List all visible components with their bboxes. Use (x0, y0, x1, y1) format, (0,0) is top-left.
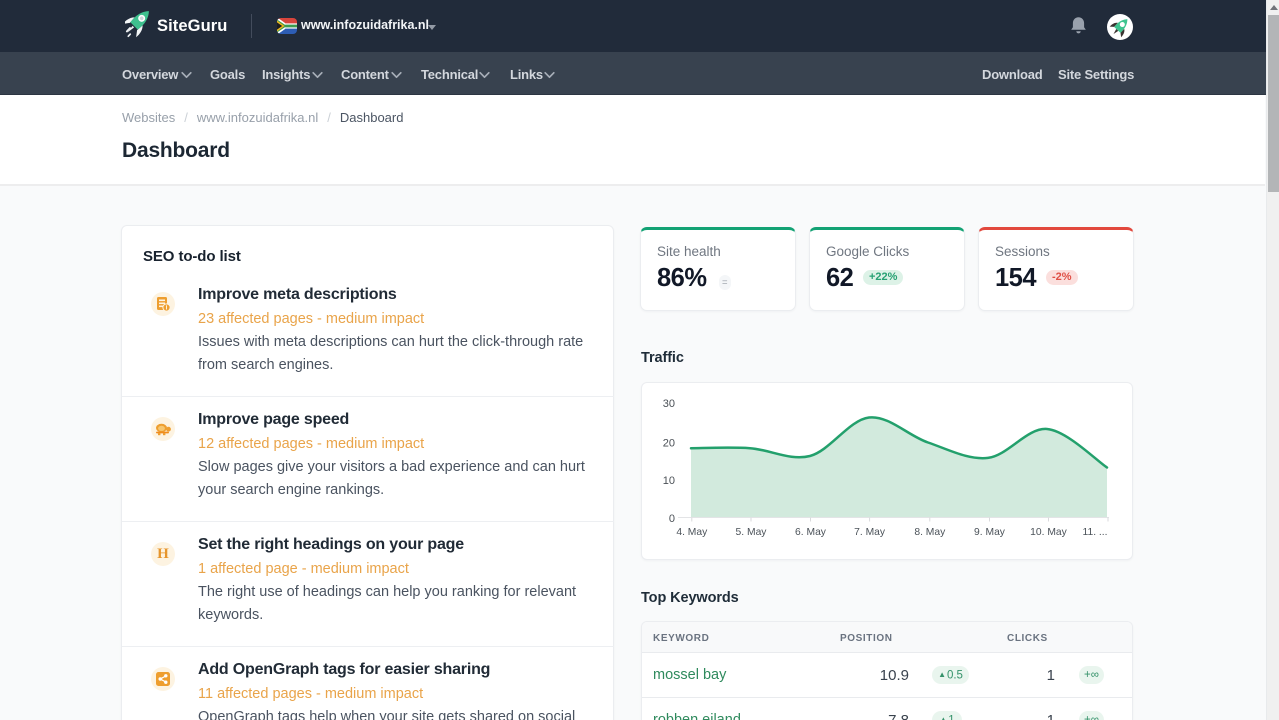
svg-text:9. May: 9. May (974, 527, 1006, 538)
svg-text:0: 0 (669, 513, 675, 525)
svg-text:10. May: 10. May (1030, 527, 1067, 538)
svg-text:5. May: 5. May (736, 527, 768, 538)
svg-text:7. May: 7. May (854, 527, 886, 538)
svg-text:30: 30 (663, 398, 675, 410)
svg-text:20: 20 (663, 438, 675, 450)
svg-text:8. May: 8. May (914, 527, 946, 538)
svg-text:4. May: 4. May (676, 527, 708, 538)
svg-text:i: i (166, 306, 168, 312)
svg-text:6. May: 6. May (795, 527, 827, 538)
svg-text:11. ...: 11. ... (1083, 527, 1108, 538)
svg-text:10: 10 (663, 475, 675, 487)
